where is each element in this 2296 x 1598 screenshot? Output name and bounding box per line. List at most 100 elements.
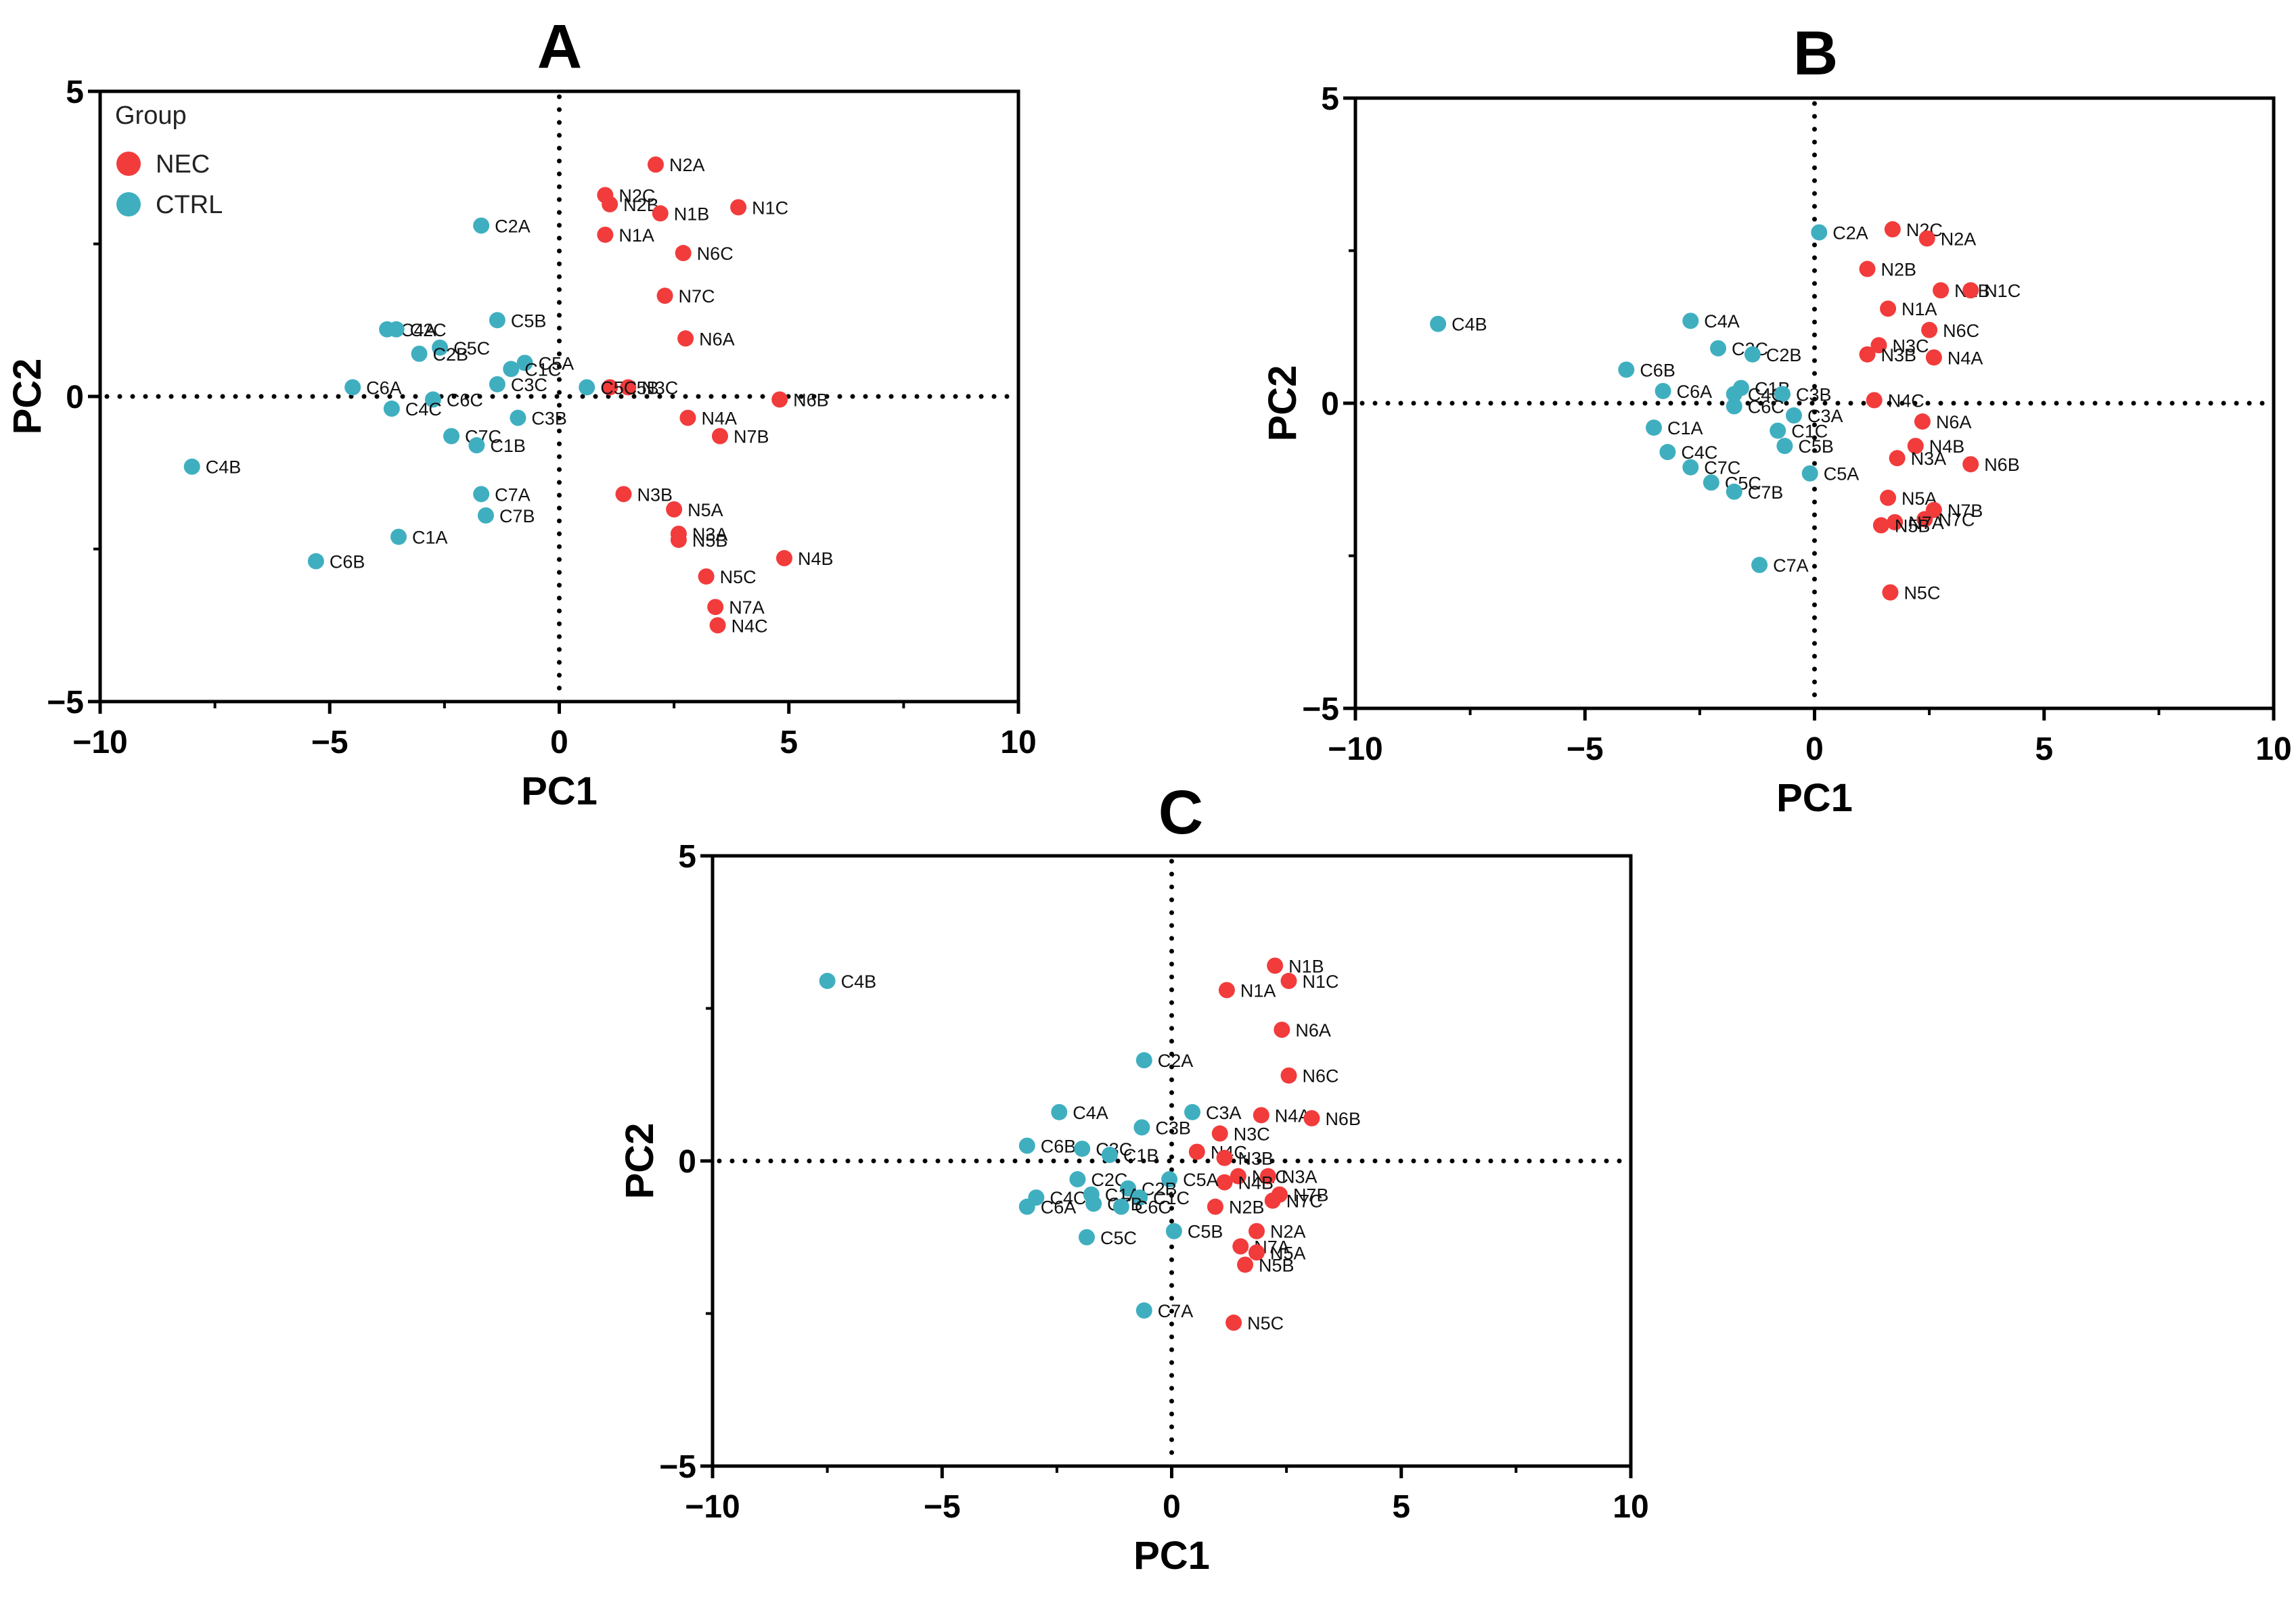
legend-label-ctrl: CTRL	[156, 191, 223, 219]
point-N6B	[771, 391, 788, 408]
y-tick-label: −5	[659, 1449, 696, 1485]
point-N2A	[647, 156, 664, 173]
point-C3A	[1184, 1103, 1201, 1120]
x-axis-title: PC1	[1776, 776, 1853, 820]
point-C3B	[1133, 1119, 1150, 1136]
point-N3C	[1211, 1125, 1228, 1142]
point-N5B	[670, 531, 687, 548]
panel-title: B	[1793, 19, 1838, 88]
point-label: C6B	[1041, 1136, 1077, 1156]
point-label: C7A	[495, 484, 531, 505]
point-N6B	[1962, 456, 1979, 473]
point-C4C	[383, 401, 400, 417]
point-label: N3B	[1238, 1148, 1274, 1168]
point-N1B	[1933, 282, 1950, 299]
point-C2C	[1069, 1171, 1086, 1188]
point-label: N5C	[1904, 583, 1940, 603]
point-label: N3A	[1282, 1167, 1318, 1187]
x-tick-label: 10	[1613, 1489, 1648, 1525]
point-label: N1A	[1240, 980, 1276, 1001]
point-N6C	[1280, 1067, 1297, 1084]
point-N3A	[1259, 1168, 1276, 1185]
point-N4A	[1253, 1107, 1269, 1124]
point-label: N2B	[1229, 1197, 1265, 1218]
point-N2A	[1248, 1223, 1265, 1239]
point-C3B	[510, 409, 526, 426]
x-tick-label: 5	[1392, 1489, 1410, 1525]
point-label: N2C	[618, 185, 655, 206]
point-label: N5C	[1247, 1313, 1284, 1333]
point-label: N5C	[720, 567, 757, 587]
point-C2C	[1710, 340, 1727, 357]
point-C1C	[1131, 1189, 1148, 1206]
point-label: C5B	[1798, 436, 1834, 457]
point-N7C	[656, 288, 673, 304]
point-N1C	[1280, 972, 1297, 989]
point-label: N1C	[1303, 972, 1339, 992]
point-label: N1A	[618, 225, 654, 246]
point-label: N6C	[697, 244, 734, 264]
point-label: C6C	[1748, 397, 1784, 417]
point-label: C3A	[1206, 1103, 1242, 1123]
point-label: C2A	[495, 216, 531, 236]
point-C7B	[1085, 1195, 1102, 1212]
point-label: C2B	[1142, 1179, 1177, 1200]
point-label: C4A	[1704, 311, 1740, 332]
point-label: N4B	[798, 549, 834, 569]
point-C1A	[1646, 419, 1663, 436]
point-label: N7B	[1293, 1185, 1329, 1206]
point-C3B	[1774, 386, 1791, 403]
point-label: N1B	[1288, 956, 1324, 976]
point-label: N4A	[701, 409, 737, 429]
point-label: C6B	[1640, 360, 1675, 380]
point-C3C	[489, 375, 505, 392]
point-label: N3A	[692, 524, 728, 545]
point-label: C3A	[1807, 406, 1843, 426]
point-label: C2C	[410, 320, 447, 340]
point-label: N6B	[1325, 1109, 1361, 1129]
x-tick-label: −5	[1567, 731, 1604, 767]
point-label: C5C	[453, 338, 490, 359]
point-N7C	[1916, 511, 1933, 528]
point-C2A	[1135, 1052, 1152, 1069]
point-N6A	[1914, 413, 1931, 430]
point-label: N1A	[1901, 299, 1937, 319]
point-C2B	[411, 345, 428, 362]
point-label: C5A	[1183, 1170, 1219, 1190]
point-label: C5A	[539, 353, 575, 373]
point-label: C5A	[1824, 464, 1860, 484]
point-label: N2B	[1881, 260, 1917, 280]
point-C4B	[183, 458, 200, 475]
point-N3B	[1216, 1149, 1233, 1166]
point-N4B	[1907, 438, 1924, 455]
point-label: N6C	[1943, 321, 1979, 341]
point-label: C4B	[841, 972, 877, 992]
point-label: N4C	[731, 616, 768, 636]
point-label: N6B	[793, 390, 829, 411]
point-label: C5C	[600, 378, 637, 398]
point-label: C4A	[401, 320, 436, 340]
point-label: C6A	[1677, 382, 1713, 402]
y-axis-title: PC2	[1261, 365, 1305, 442]
point-label: N7C	[679, 286, 715, 306]
point-N6B	[1303, 1110, 1320, 1126]
point-label: C3B	[531, 409, 567, 429]
point-C5C	[579, 379, 595, 396]
point-C5B	[489, 312, 505, 329]
point-C5C	[1703, 474, 1719, 491]
point-label: N1B	[674, 204, 710, 224]
point-label: C4C	[1050, 1188, 1086, 1208]
point-label: N6B	[1984, 455, 2020, 475]
point-label: N5A	[688, 500, 723, 520]
point-label: N3C	[1892, 336, 1929, 356]
point-C6B	[1018, 1137, 1035, 1154]
legend: Group NEC CTRL	[115, 101, 223, 219]
point-N2B	[602, 196, 618, 212]
point-label: C5B	[511, 311, 547, 331]
legend-marker-ctrl	[116, 192, 141, 216]
point-label: C4C	[1681, 442, 1717, 463]
point-label: C4B	[206, 457, 242, 478]
x-tick-label: 5	[780, 725, 798, 760]
point-label: N2A	[1270, 1222, 1306, 1242]
